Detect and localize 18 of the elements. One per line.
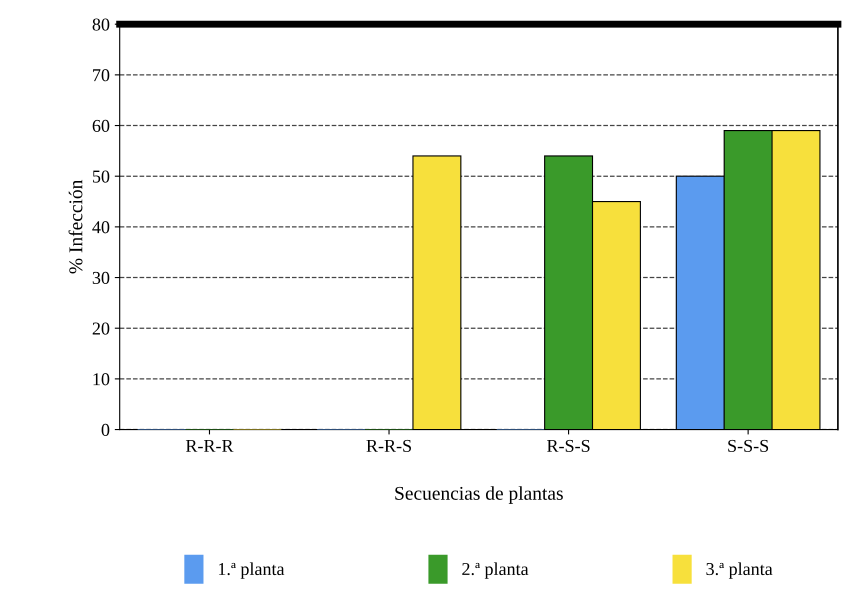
- legend-label: 2.ª planta: [462, 562, 528, 579]
- y-tick-label: 50: [92, 170, 110, 183]
- y-tick-label: 40: [92, 221, 110, 234]
- y-tick-label: 30: [92, 272, 110, 284]
- y-tick-label: 80: [92, 18, 110, 31]
- y-tick-label: 20: [92, 322, 110, 335]
- x-axis-title: Secuencias de plantas: [395, 486, 563, 504]
- y-tick-label: 10: [94, 373, 110, 386]
- x-tick-label: R-R-S: [366, 440, 411, 452]
- x-tick-label: R-R-R: [186, 440, 234, 452]
- y-tick-label: 60: [92, 120, 110, 132]
- y-axis-title: % Infección: [68, 180, 82, 274]
- legend-label: 1.ª planta: [218, 562, 284, 579]
- y-tick-label: 0: [102, 424, 110, 436]
- y-tick-label: 70: [93, 69, 110, 82]
- x-tick-label: R-S-S: [547, 440, 590, 452]
- legend-label: 3.ª planta: [706, 562, 772, 579]
- x-tick-label: S-S-S: [728, 440, 768, 452]
